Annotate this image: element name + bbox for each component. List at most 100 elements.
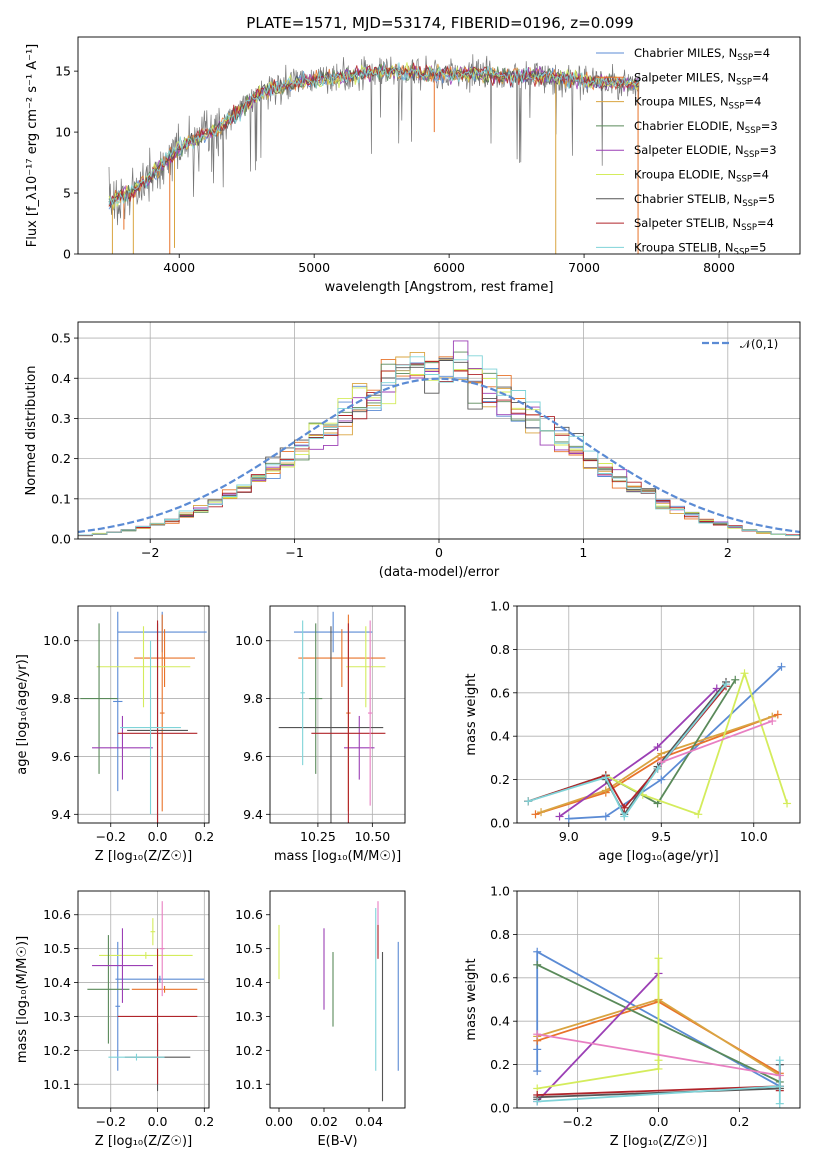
spectrum-model-line — [108, 62, 639, 206]
legend-value: =5 — [758, 192, 775, 206]
y-tick-label: 10.4 — [43, 975, 71, 990]
y-tick-label: 10.1 — [235, 1077, 263, 1092]
legend-entry: Kroupa ELODIE, NSSP=4 — [634, 168, 769, 185]
legend-entry: Chabrier MILES, NSSP=4 — [634, 46, 770, 63]
histogram-step — [78, 361, 800, 539]
y-axis-label: mass weight — [464, 958, 479, 1040]
y-tick-label: 0 — [63, 247, 71, 262]
axes-frame — [77, 605, 210, 824]
y-axis-label: Normed distribution — [24, 366, 39, 496]
legend-subscript: SSP — [742, 199, 758, 209]
x-tick-label: 7000 — [568, 260, 600, 275]
y-tick-label: 10.1 — [43, 1077, 71, 1092]
x-tick-label: 0.00 — [265, 1114, 293, 1129]
axes-frame — [269, 605, 406, 824]
x-axis-label: wavelength [Angstrom, rest frame] — [325, 280, 554, 295]
y-tick-label: 10.6 — [235, 907, 263, 922]
x-tick-label: 10.25 — [300, 829, 336, 844]
y-tick-label: 0.8 — [490, 927, 510, 942]
x-tick-label: 6000 — [433, 260, 465, 275]
x-tick-label: 0 — [435, 545, 443, 560]
x-tick-label: 10.0 — [740, 829, 768, 844]
y-tick-label: 9.4 — [243, 807, 263, 822]
plot-area — [78, 891, 209, 1108]
weight-line — [605, 670, 788, 816]
weight-line — [605, 681, 727, 817]
spectrum-model-line — [108, 64, 639, 208]
legend-subscript: SSP — [729, 102, 745, 112]
x-tick-label: 0.0 — [649, 1114, 669, 1129]
x-axis-label: Z [log₁₀(Z/Z☉)] — [610, 1134, 707, 1149]
y-tick-label: 10.5 — [235, 941, 263, 956]
y-tick-label: 9.6 — [51, 749, 71, 764]
panel-residuals: 𝒩(0,1) −2 −1 0 1 2 0.0 0.1 0.2 0.3 0.4 0.5 (data-mod… — [24, 321, 801, 580]
y-tick-label: 0.6 — [490, 970, 510, 985]
y-tick-label: 10.0 — [43, 633, 71, 648]
x-tick-label: −1 — [285, 545, 303, 560]
normal-curve — [78, 377, 800, 534]
legend-entry: Salpeter ELODIE, NSSP=3 — [634, 143, 777, 160]
x-tick-label: 0.0 — [148, 1114, 168, 1129]
plot-area — [517, 606, 800, 823]
figure-title: PLATE=1571, MJD=53174, FIBERID=0196, z=0… — [246, 14, 633, 32]
x-axis-label: age [log₁₀(age/yr)] — [598, 849, 719, 864]
y-tick-label: 1.0 — [490, 599, 510, 614]
legend-subscript: SSP — [745, 126, 761, 136]
y-tick-label: 10.6 — [43, 907, 71, 922]
panel-age-vs-Z: −0.2 0.0 0.2 9.4 9.6 9.8 10.0 Z [log₁₀(Z/Z☉)] ag… — [15, 605, 214, 864]
weight-line — [527, 683, 727, 819]
x-tick-label: 1 — [579, 545, 587, 560]
y-tick-label: 10.3 — [43, 1009, 71, 1024]
y-tick-label: 0.2 — [51, 451, 71, 466]
y-axis-label: mass weight — [464, 673, 479, 755]
legend-subscript: SSP — [736, 175, 752, 185]
panel-age-vs-mass: 10.25 10.50 9.4 9.6 9.8 10.0 mass [log₁₀(M/M☉)… — [235, 605, 406, 864]
x-tick-label: 0.0 — [148, 829, 168, 844]
x-tick-label: −0.2 — [562, 1114, 592, 1129]
y-tick-label: 10.2 — [235, 1043, 263, 1058]
y-tick-label: 0.0 — [490, 1101, 510, 1116]
y-tick-label: 0.3 — [51, 411, 71, 426]
axes-frame — [77, 36, 801, 255]
x-axis-label: Z [log₁₀(Z/Z☉)] — [95, 1134, 192, 1149]
plot-area — [270, 606, 405, 823]
y-axis-label: Flux [f_λ10⁻¹⁷ erg cm⁻² s⁻¹ A⁻¹] — [25, 44, 40, 248]
legend-entry: Kroupa MILES, NSSP=4 — [634, 95, 761, 112]
y-tick-label: 10 — [55, 125, 71, 140]
x-axis-label: (data-model)/error — [379, 565, 500, 580]
y-tick-label: 0.0 — [51, 532, 71, 547]
y-tick-label: 0.2 — [490, 772, 510, 787]
panel-mass-vs-EBV: 0.00 0.02 0.04 10.1 10.2 10.3 10.4 10.5 10.6 E(B-… — [235, 890, 406, 1149]
y-tick-label: 0.5 — [51, 331, 71, 346]
axes-frame — [269, 890, 406, 1109]
legend-value: =3 — [760, 143, 777, 157]
y-tick-label: 10.2 — [43, 1043, 71, 1058]
x-tick-label: 0.2 — [194, 829, 214, 844]
legend-subscript: SSP — [737, 53, 753, 63]
y-tick-label: 0.0 — [490, 816, 510, 831]
x-tick-label: −0.2 — [96, 829, 126, 844]
x-tick-label: 0.2 — [729, 1114, 749, 1129]
legend-entry: 𝒩(0,1) — [740, 337, 778, 351]
y-tick-label: 0.6 — [490, 685, 510, 700]
y-tick-label: 1.0 — [490, 884, 510, 899]
x-tick-label: −2 — [141, 545, 159, 560]
y-tick-label: 15 — [55, 64, 71, 79]
x-tick-label: 0.04 — [355, 1114, 383, 1129]
y-tick-label: 9.6 — [243, 749, 263, 764]
weight-line — [660, 720, 773, 764]
y-tick-label: 0.4 — [51, 371, 71, 386]
x-tick-label: 8000 — [703, 260, 735, 275]
y-axis-label: mass [log₁₀(M/M☉)] — [15, 936, 30, 1063]
y-tick-label: 5 — [63, 186, 71, 201]
y-tick-label: 0.2 — [490, 1057, 510, 1072]
weight-line — [537, 1060, 781, 1104]
legend-value: =4 — [744, 95, 761, 109]
legend-subscript: SSP — [741, 223, 757, 233]
y-tick-label: 9.4 — [51, 807, 71, 822]
weight-line — [535, 713, 779, 816]
weight-line — [540, 715, 773, 813]
y-tick-label: 9.8 — [51, 691, 71, 706]
x-tick-label: 4000 — [163, 260, 195, 275]
